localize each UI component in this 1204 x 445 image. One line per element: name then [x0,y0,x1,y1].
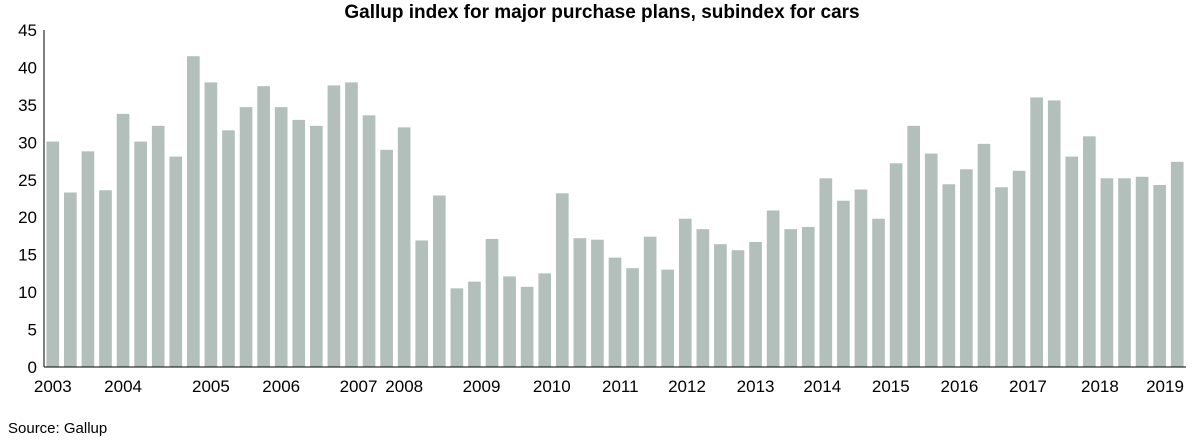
bar [151,125,165,367]
bar [81,151,95,367]
bar [274,107,288,367]
source-note: Source: Gallup [8,420,108,437]
bar [292,119,306,368]
bar [99,190,112,367]
bar [116,113,130,367]
bar [643,236,657,367]
x-tick-label: 2016 [940,377,978,396]
x-tick-label: 2009 [463,377,501,396]
y-tick-label: 10 [18,283,37,302]
bar [960,169,973,367]
bar [1153,185,1166,367]
bar [257,86,270,368]
bar [854,189,868,367]
y-tick-label: 5 [28,321,37,340]
bar [46,141,60,367]
bar [1170,161,1184,367]
bar [169,156,183,367]
bar [187,56,200,368]
bar [661,269,675,367]
x-tick-label: 2019 [1146,377,1184,396]
bar [415,240,429,367]
x-tick-label: 2015 [872,377,910,396]
x-tick-label: 2003 [34,377,72,396]
bar [889,163,903,367]
y-tick-label: 0 [28,358,37,377]
x-tick-label: 2012 [668,377,706,396]
x-tick-label: 2017 [1009,377,1047,396]
bar [1065,156,1079,367]
x-tick-label: 2010 [533,377,571,396]
x-tick-label: 2008 [385,377,423,396]
y-tick-label: 20 [18,208,37,227]
bar [485,238,499,367]
x-tick-label: 2004 [104,377,142,396]
bar [239,107,253,367]
y-tick-label: 40 [18,58,37,77]
bar [714,244,727,367]
bar [942,184,956,367]
bar [837,200,850,367]
x-tick-label: 2011 [602,377,639,396]
y-tick-label: 30 [18,133,37,152]
bar [1030,97,1043,368]
bar [538,273,552,367]
bar [766,210,780,367]
bar [573,238,587,367]
x-axis-labels: 2003 2004 2005 2006 2007 2008 2009 2010 2011 2012… [34,377,1184,396]
y-tick-label: 15 [18,246,37,265]
bar [608,257,622,367]
bar [503,276,516,367]
bar [345,82,358,368]
bar [977,143,991,367]
bar [1012,170,1026,367]
bar [310,125,323,367]
bar [397,127,411,367]
y-tick-label: 35 [18,96,37,115]
bar [468,281,481,367]
bar [64,192,77,367]
bar [362,115,376,368]
bar [626,268,639,367]
bar [1118,178,1131,367]
x-tick-label: 2006 [262,377,300,396]
bar [450,288,464,367]
chart-title: Gallup index for major purchase plans, s… [344,2,860,23]
bar [520,286,534,367]
bar [731,250,745,367]
bar [327,85,341,368]
bar [784,229,798,367]
bar [134,141,147,367]
y-tick-label: 45 [18,21,37,40]
bar [222,130,235,367]
x-tick-label: 2014 [803,377,841,396]
bar [432,195,446,367]
bar [907,125,920,367]
bar [995,187,1008,367]
x-tick-label: 2018 [1081,377,1119,396]
bar [591,239,604,367]
bar [380,149,393,367]
bar [678,218,692,367]
x-tick-label: 2005 [192,377,230,396]
bar [1100,178,1114,367]
x-tick-label: 2013 [737,377,775,396]
bar [204,82,218,368]
bar [819,178,833,367]
bar [749,241,762,367]
y-tick-label: 25 [18,171,37,190]
bar [872,218,885,367]
bar [1135,176,1149,367]
bar [801,226,815,367]
bar [555,193,569,367]
bar [1047,100,1061,368]
bar [924,153,938,367]
bar [696,229,710,367]
bar [1083,136,1096,367]
x-tick-label: 2007 [340,377,378,396]
y-axis-labels: 0 5 10 15 20 25 30 35 40 45 [18,21,37,377]
bars [46,56,1184,368]
